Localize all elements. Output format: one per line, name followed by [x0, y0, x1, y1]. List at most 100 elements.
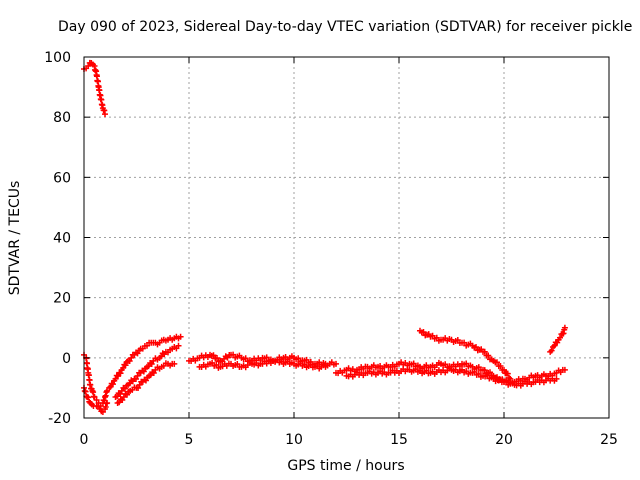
data-point	[548, 347, 555, 354]
x-tick-label: 5	[185, 432, 194, 448]
data-point	[504, 370, 511, 377]
data-point	[473, 344, 479, 351]
data-point	[99, 408, 106, 415]
data-point	[481, 367, 488, 374]
data-point	[463, 360, 470, 367]
data-point	[429, 332, 436, 339]
data-point	[485, 352, 492, 359]
data-point	[171, 360, 178, 367]
y-tick-label: 0	[62, 351, 71, 367]
data-point	[104, 387, 111, 394]
data-point	[230, 351, 237, 358]
data-point	[481, 348, 488, 355]
data-point	[214, 355, 220, 362]
x-axis-label: GPS time / hours	[287, 458, 404, 474]
data-point	[553, 375, 560, 382]
x-tick-label: 10	[285, 432, 303, 448]
data-point	[494, 359, 500, 366]
data-point	[561, 324, 568, 331]
data-point	[93, 396, 100, 403]
data-point	[322, 363, 329, 370]
data-point	[119, 397, 126, 404]
data-point	[121, 385, 128, 392]
y-tick-label: -20	[48, 411, 71, 427]
data-point	[503, 378, 510, 385]
data-point	[475, 370, 482, 377]
y-axis-label: SDTVAR / TECUs	[7, 181, 23, 296]
data-point	[104, 399, 111, 406]
data-point	[487, 369, 493, 376]
data-point	[497, 363, 504, 370]
data-point	[118, 387, 125, 394]
x-tick-label: 25	[600, 432, 618, 448]
data-point	[114, 393, 121, 400]
data-point	[91, 393, 98, 400]
grid	[84, 57, 609, 418]
y-tick-label: 20	[53, 291, 71, 307]
plot-points	[81, 59, 568, 415]
data-point	[132, 375, 139, 382]
data-point	[420, 328, 427, 335]
data-point	[134, 350, 141, 357]
data-point	[85, 394, 92, 401]
data-point	[475, 364, 482, 371]
data-point	[454, 336, 461, 343]
data-point	[484, 372, 491, 379]
data-point	[116, 399, 123, 406]
data-point	[295, 355, 302, 362]
data-point	[263, 354, 270, 361]
x-tick-label: 20	[495, 432, 513, 448]
data-point	[242, 355, 249, 362]
data-point	[126, 357, 133, 364]
data-point	[150, 369, 157, 376]
data-point	[557, 334, 563, 341]
data-point	[136, 381, 143, 388]
x-tick-label: 15	[390, 432, 408, 448]
y-tick-label: 100	[44, 50, 71, 66]
data-point	[134, 372, 141, 379]
data-point	[551, 342, 558, 349]
data-point	[303, 356, 310, 363]
data-point	[126, 380, 133, 387]
data-point	[109, 381, 116, 388]
data-point	[147, 372, 154, 379]
data-point	[177, 333, 184, 340]
x-tick-label: 0	[80, 432, 89, 448]
data-point	[210, 352, 217, 359]
data-point	[213, 361, 220, 368]
data-point	[461, 339, 468, 346]
data-point	[144, 342, 150, 349]
data-point	[209, 359, 216, 366]
axis-ticks: 0 5 10 15 20 25 -20 0 20 40 60 80 100	[44, 50, 618, 448]
data-point	[124, 391, 131, 398]
y-tick-label: 40	[53, 231, 71, 247]
data-point	[148, 360, 155, 367]
data-point	[471, 368, 478, 375]
data-point	[333, 360, 339, 367]
data-point	[117, 391, 124, 398]
data-point	[128, 354, 135, 361]
data-point	[120, 393, 127, 400]
data-point	[142, 377, 149, 384]
data-point	[158, 353, 165, 360]
data-point	[85, 63, 92, 70]
y-tick-label: 60	[53, 170, 71, 186]
data-point	[175, 342, 182, 349]
data-point	[102, 111, 108, 118]
chart-title: Day 090 of 2023, Sidereal Day-to-day VTE…	[58, 19, 632, 35]
data-point	[135, 385, 142, 392]
data-point	[507, 375, 514, 382]
data-point	[145, 363, 152, 370]
data-point	[410, 360, 417, 367]
data-point	[140, 368, 147, 375]
data-point	[561, 366, 568, 373]
data-point	[122, 362, 129, 369]
data-point	[433, 334, 440, 341]
data-point	[496, 376, 503, 383]
data-point	[234, 361, 241, 368]
data-point	[442, 361, 449, 368]
data-point	[117, 370, 124, 377]
y-tick-label: 80	[53, 110, 71, 126]
data-point	[501, 366, 507, 373]
